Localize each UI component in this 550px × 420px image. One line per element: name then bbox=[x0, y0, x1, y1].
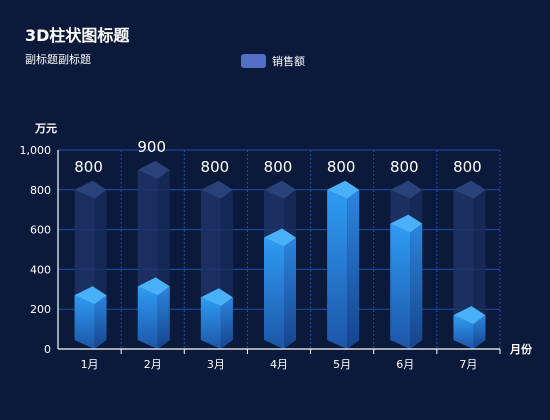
axes: 0 200 400 600 800 1,000 1月 2月 3月 4月 5月 6月 7月 bbox=[20, 144, 501, 371]
data-bars bbox=[74, 180, 486, 349]
data-bar-side bbox=[157, 286, 170, 349]
data-bar-side bbox=[347, 189, 360, 349]
data-bar-front bbox=[390, 223, 411, 349]
background-value-label: 800 bbox=[201, 158, 230, 176]
background-value-label: 800 bbox=[264, 158, 293, 176]
x-tick-label: 4月 bbox=[270, 358, 288, 371]
y-tick-label: 400 bbox=[30, 263, 51, 276]
chart-title: 3D柱状图标题 bbox=[25, 26, 130, 45]
data-bar-side bbox=[220, 297, 233, 349]
y-axis-name: 万元 bbox=[34, 122, 57, 135]
data-bar-cap bbox=[327, 180, 360, 199]
data-bar-cap bbox=[453, 306, 486, 325]
legend[interactable]: 销售额 bbox=[241, 53, 305, 69]
data-bar-cap bbox=[200, 288, 233, 307]
x-tick-label: 1月 bbox=[81, 358, 99, 371]
data-bar-front bbox=[200, 297, 221, 349]
background-value-label: 900 bbox=[137, 138, 166, 156]
background-bar-cap bbox=[137, 160, 170, 179]
x-tick-label: 7月 bbox=[459, 358, 477, 371]
background-value-label: 800 bbox=[453, 158, 482, 176]
data-bar-front bbox=[453, 315, 474, 349]
background-bar-side bbox=[473, 189, 486, 349]
data-bar-cap bbox=[264, 228, 296, 247]
y-tick-label: 1,000 bbox=[20, 144, 52, 157]
background-value-label: 800 bbox=[390, 158, 419, 176]
y-tick-label: 0 bbox=[44, 343, 51, 356]
legend-swatch bbox=[241, 54, 266, 68]
background-bar-cap bbox=[264, 180, 296, 199]
data-bar-cap bbox=[390, 214, 423, 233]
background-bar-cap bbox=[390, 180, 423, 199]
data-bar-front bbox=[137, 286, 158, 349]
data-bar-side bbox=[284, 237, 296, 349]
data-bar-side bbox=[473, 315, 486, 349]
background-bar-cap bbox=[453, 180, 486, 199]
x-tick-label: 6月 bbox=[396, 358, 414, 371]
y-tick-label: 800 bbox=[30, 184, 51, 197]
y-tick-label: 600 bbox=[30, 224, 51, 237]
background-value-label: 800 bbox=[327, 158, 356, 176]
x-tick-label: 5月 bbox=[333, 358, 351, 371]
data-bar-front bbox=[74, 295, 95, 349]
data-bar-front bbox=[327, 189, 348, 349]
y-tick-label: 200 bbox=[30, 303, 51, 316]
legend-label: 销售额 bbox=[272, 55, 305, 68]
background-bar-cap bbox=[200, 180, 233, 199]
chart-subtitle: 副标题副标题 bbox=[25, 53, 91, 66]
data-bar-cap bbox=[74, 286, 107, 305]
x-tick-label: 3月 bbox=[207, 358, 225, 371]
data-bar-cap bbox=[137, 277, 170, 296]
x-axis-name: 月份 bbox=[509, 342, 533, 356]
data-bar-front bbox=[264, 237, 284, 349]
data-bar-side bbox=[410, 223, 423, 349]
background-bar-cap bbox=[74, 180, 107, 199]
background-value-label: 800 bbox=[74, 158, 103, 176]
data-bar-side bbox=[94, 295, 107, 349]
x-tick-label: 2月 bbox=[144, 358, 162, 371]
